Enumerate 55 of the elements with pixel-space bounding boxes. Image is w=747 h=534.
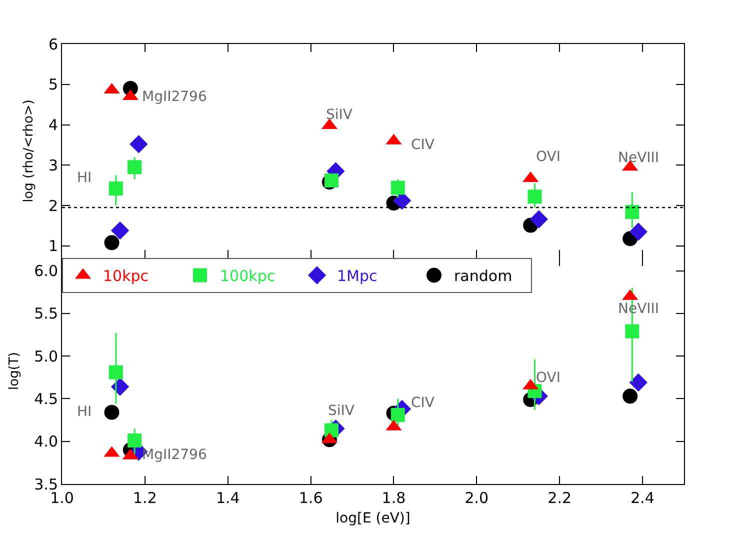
point (390, 408, 405, 422)
x-tick-label: 1.2 (133, 489, 157, 507)
annotation: HI (77, 404, 92, 420)
x-tick-label: 2.4 (630, 489, 654, 507)
y-tick-label: 5.0 (34, 347, 58, 366)
annotation: CIV (411, 395, 435, 411)
legend-label: random (454, 267, 512, 286)
point (625, 324, 640, 338)
point (110, 221, 130, 240)
x-tick-label: 1.4 (216, 489, 240, 507)
point (324, 173, 339, 188)
y-tick-label: 4.5 (34, 390, 58, 408)
y-tick-label: 5.5 (34, 304, 58, 323)
y-axis-title: log (rho/<rho>) (21, 100, 36, 202)
point (108, 182, 123, 196)
y-tick-label: 1 (48, 237, 58, 256)
y-tick-label: 2 (48, 196, 58, 215)
annotation: CIV (411, 137, 435, 153)
y-tick-label: 3 (48, 156, 58, 174)
annotation: OVI (536, 370, 560, 386)
point (528, 190, 542, 204)
x-tick-label: 1.6 (298, 489, 323, 507)
annotation: SiIV (328, 403, 355, 419)
x-tick-label: 2.0 (464, 489, 489, 507)
point (622, 388, 638, 404)
legend-label: 1Mpc (337, 267, 378, 286)
annotation: HI (77, 170, 92, 186)
point (108, 365, 123, 380)
point (130, 135, 148, 154)
point (625, 204, 640, 219)
y-tick-label: 6 (48, 35, 58, 54)
annotation: MgII2796 (142, 447, 207, 463)
point (104, 235, 120, 250)
annotation: OVI (536, 149, 560, 165)
legend-label: 10kpc (103, 267, 149, 286)
point (128, 160, 142, 174)
point (390, 180, 405, 195)
y-tick-label: 4.0 (34, 432, 58, 451)
annotation: NeVIII (618, 150, 660, 166)
x-tick-label: 2.2 (548, 489, 572, 507)
y-tick-label: 5 (48, 76, 58, 94)
legend-label: 100kpc (220, 267, 276, 286)
y-tick-label: 6.0 (34, 262, 58, 280)
point (128, 434, 142, 448)
x-tick-label: 1.8 (382, 489, 406, 507)
point (104, 404, 120, 420)
annotation: MgII2796 (142, 89, 207, 105)
x-axis-title: log[E (eV)] (336, 510, 410, 526)
y-tick-label: 4 (48, 116, 58, 134)
point (324, 423, 339, 438)
point (629, 222, 648, 241)
annotation: SiIV (326, 107, 353, 123)
y-axis-title: log(T) (7, 352, 22, 390)
point (530, 210, 548, 228)
point (629, 373, 648, 392)
